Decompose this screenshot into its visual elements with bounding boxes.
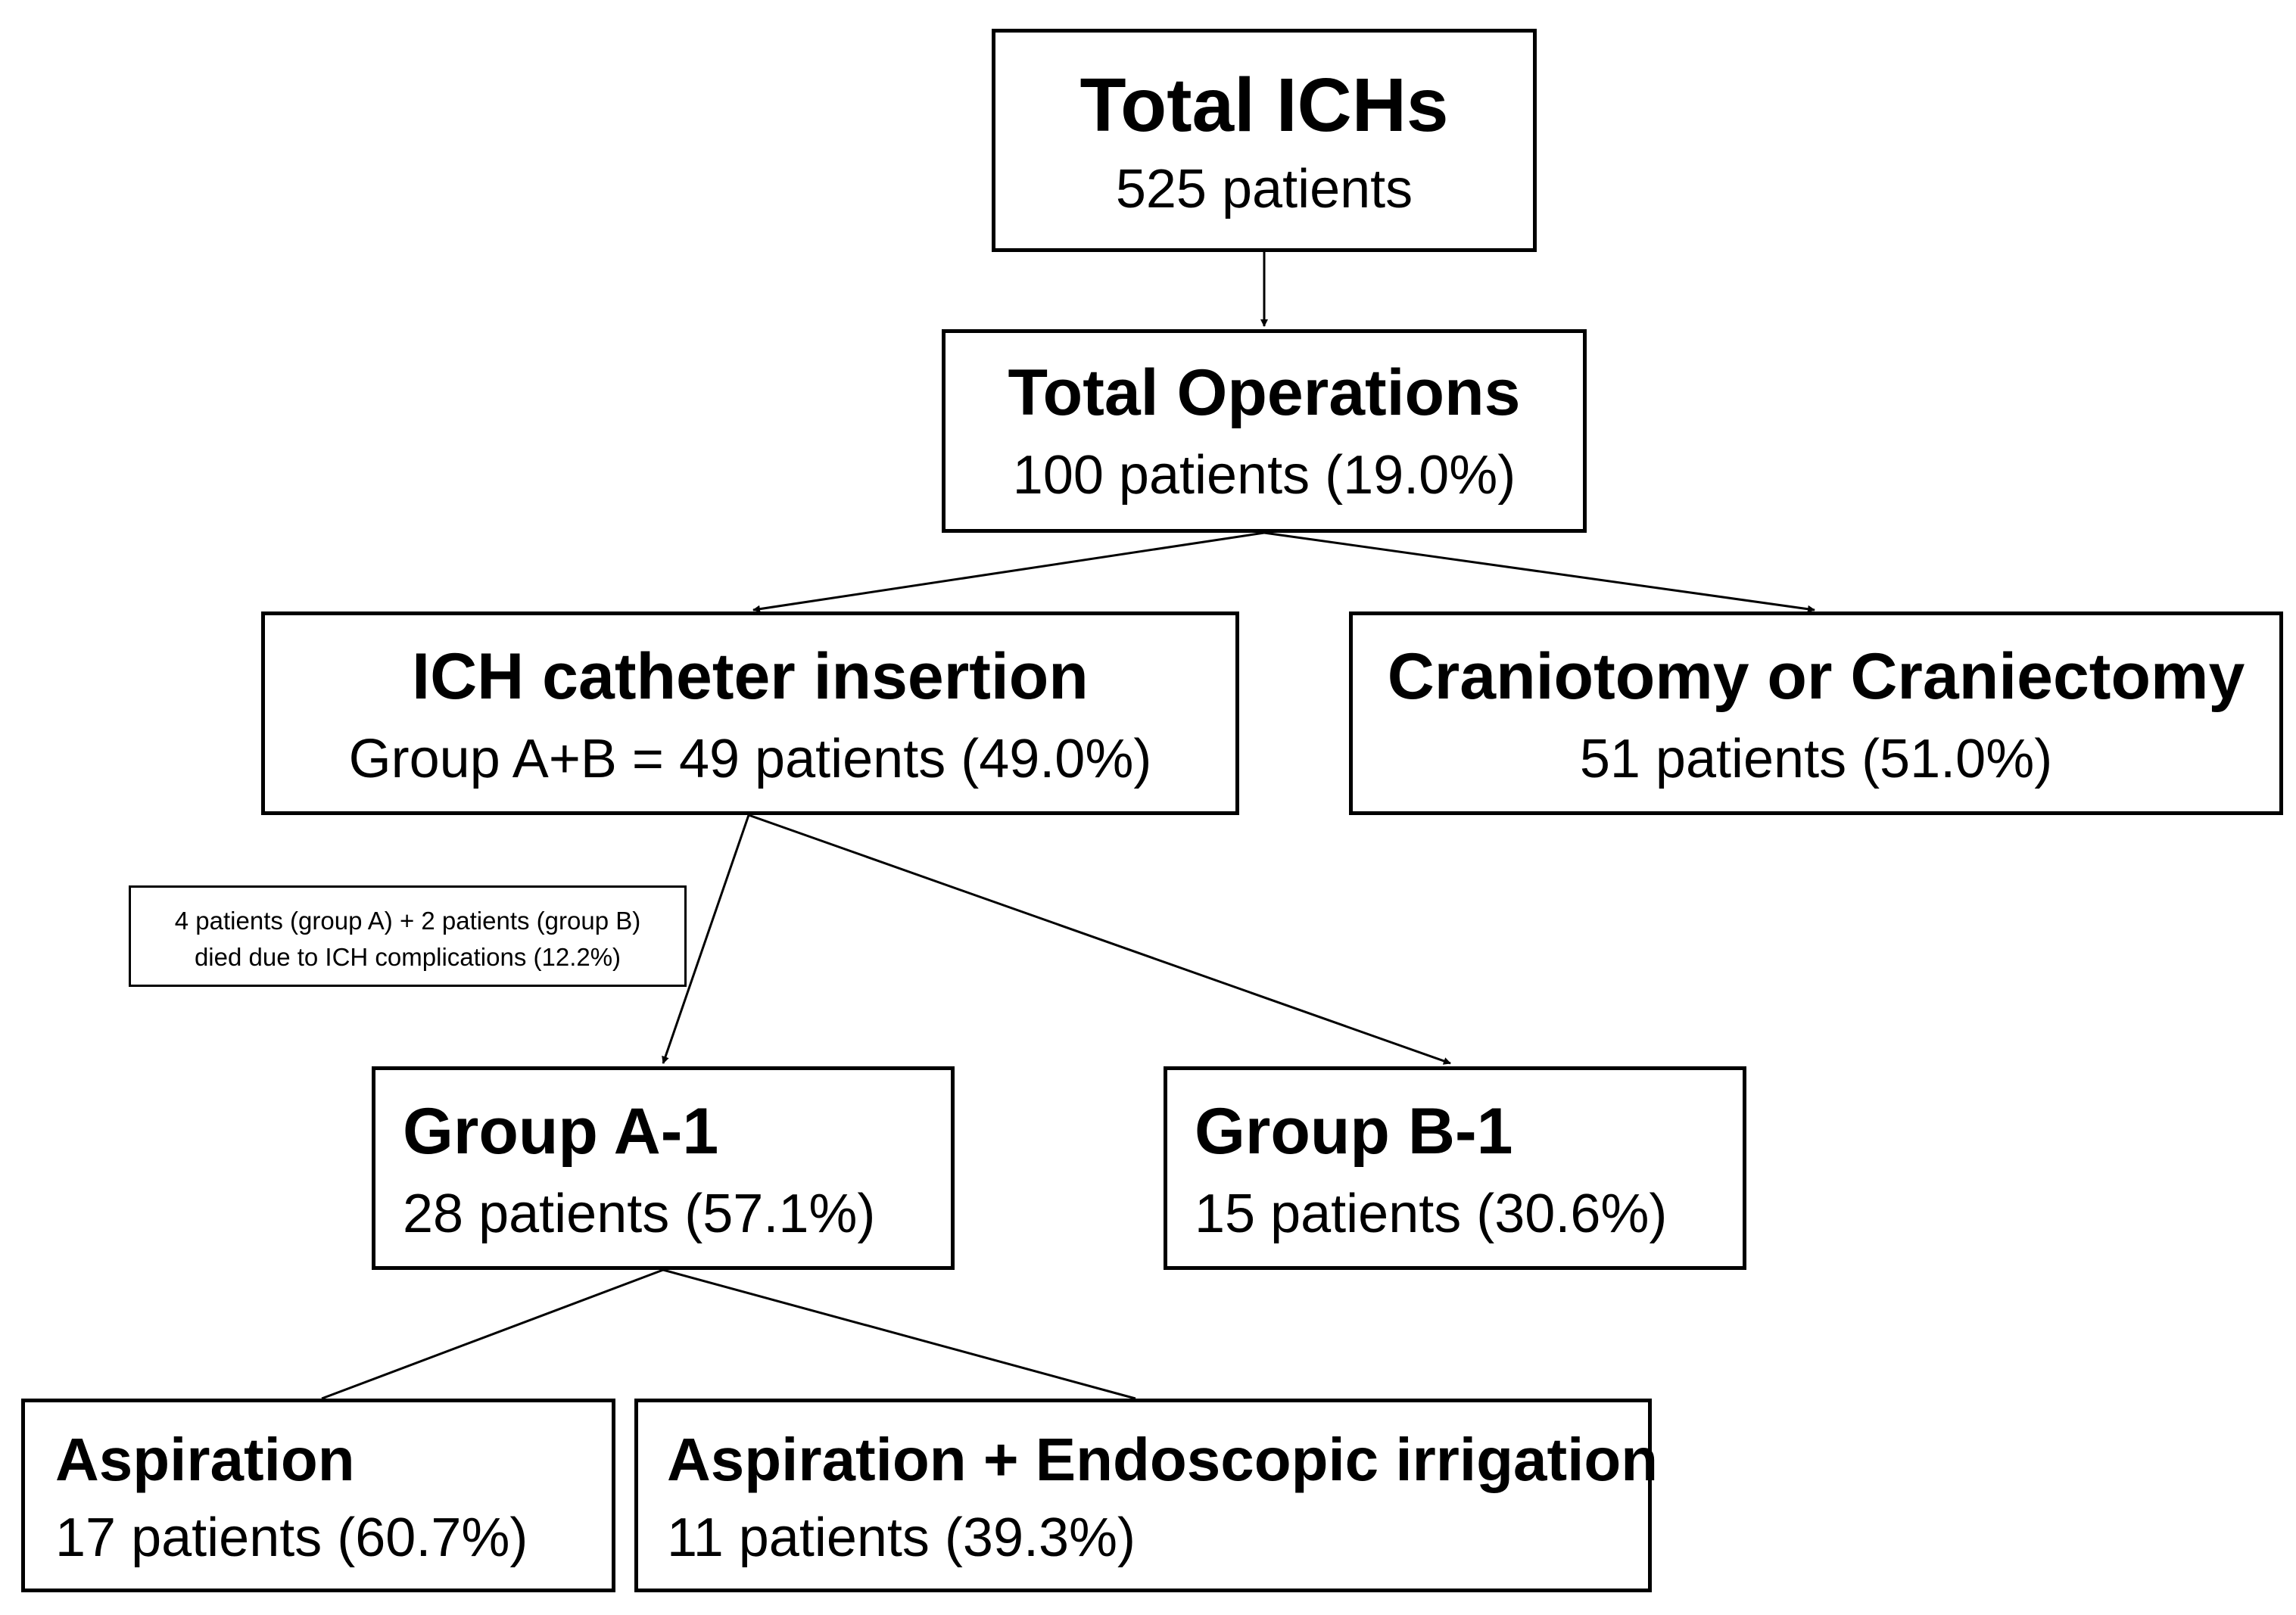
node-count: 51 patients (51.0%) <box>1579 729 2053 790</box>
node-count: 28 patients (57.1%) <box>403 1184 876 1245</box>
arrow-catheter-to-a1 <box>662 814 750 1064</box>
arrow-operations-to-craniotomy <box>1263 531 1815 613</box>
node-title: Aspiration <box>55 1426 355 1493</box>
node-title: Group B-1 <box>1195 1095 1513 1168</box>
node-title: Craniotomy or Craniectomy <box>1387 640 2245 713</box>
node-craniotomy: Craniotomy or Craniectomy 51 patients (5… <box>1349 611 2283 815</box>
node-total-ichs: Total ICHs 525 patients <box>992 29 1537 252</box>
note-line-1: 4 patients (group A) + 2 patients (group… <box>174 907 641 935</box>
node-aspiration-endoscopic: Aspiration + Endoscopic irrigation 11 pa… <box>634 1399 1659 1592</box>
node-aspiration: Aspiration 17 patients (60.7%) <box>21 1399 615 1592</box>
node-title: ICH catheter insertion <box>412 640 1089 713</box>
arrow-catheter-to-b1 <box>748 814 1451 1065</box>
node-total-operations: Total Operations 100 patients (19.0%) <box>942 329 1587 533</box>
node-group-b1: Group B-1 15 patients (30.6%) <box>1164 1066 1746 1270</box>
node-title: Group A-1 <box>403 1095 719 1168</box>
line-a1-to-aspiration <box>321 1268 664 1400</box>
node-count: 17 patients (60.7%) <box>55 1508 528 1568</box>
mortality-note: 4 patients (group A) + 2 patients (group… <box>129 885 687 987</box>
node-title: Aspiration + Endoscopic irrigation <box>667 1426 1659 1493</box>
node-count: Group A+B = 49 patients (49.0%) <box>348 729 1152 790</box>
node-count: 15 patients (30.6%) <box>1195 1184 1668 1245</box>
node-ich-catheter-insertion: ICH catheter insertion Group A+B = 49 pa… <box>261 611 1239 815</box>
node-title: Total Operations <box>1008 356 1521 429</box>
note-line-2: died due to ICH complications (12.2%) <box>194 942 622 971</box>
node-count: 525 patients <box>1115 159 1413 219</box>
node-count: 100 patients (19.0%) <box>1012 445 1516 506</box>
node-count: 11 patients (39.3%) <box>667 1508 1136 1568</box>
node-title: Total ICHs <box>1079 63 1449 148</box>
node-group-a1: Group A-1 28 patients (57.1%) <box>372 1066 955 1270</box>
arrow-operations-to-catheter <box>752 531 1265 613</box>
line-a1-to-endoscopic <box>662 1268 1136 1400</box>
